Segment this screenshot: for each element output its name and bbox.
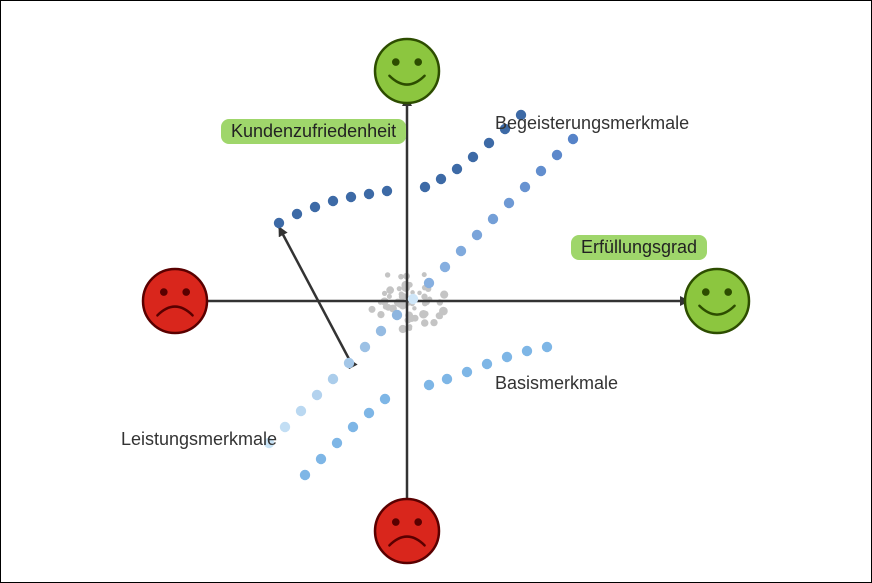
center-cloud-dot bbox=[401, 281, 409, 289]
center-cloud-dot bbox=[430, 319, 437, 326]
label-leistungsmerkmale: Leistungsmerkmale bbox=[121, 429, 277, 450]
diagram-svg bbox=[1, 1, 872, 583]
delight-curve-dot bbox=[468, 152, 478, 162]
performance-curve-dot bbox=[296, 406, 306, 416]
center-cloud-dot bbox=[387, 294, 392, 299]
performance-curve-dot bbox=[376, 326, 386, 336]
center-cloud-dot bbox=[421, 319, 428, 326]
basic-curve-dot bbox=[364, 408, 374, 418]
basic-curve-dot bbox=[482, 359, 492, 369]
performance-curve-dot bbox=[520, 182, 530, 192]
center-cloud-dot bbox=[422, 272, 427, 277]
performance-curve-dot bbox=[440, 262, 450, 272]
center-cloud-dot bbox=[386, 286, 394, 294]
delight-curve-dot bbox=[420, 182, 430, 192]
center-cloud-dot bbox=[438, 314, 443, 319]
performance-curve-dot bbox=[424, 278, 434, 288]
center-cloud-dot bbox=[385, 304, 392, 311]
delight-curve-dot bbox=[328, 196, 338, 206]
delight-curve-dot bbox=[382, 186, 392, 196]
delight-curve-dot bbox=[364, 189, 374, 199]
performance-curve-dot bbox=[488, 214, 498, 224]
center-cloud-dot bbox=[369, 306, 376, 313]
center-cloud-dot bbox=[377, 311, 384, 318]
center-cloud-dot bbox=[440, 291, 448, 299]
kano-diagram: { "diagram": { "type": "infographic", "d… bbox=[0, 0, 872, 583]
delight-curve-dot bbox=[274, 218, 284, 228]
center-cloud-dot bbox=[422, 311, 428, 317]
basic-curve-dot bbox=[300, 470, 310, 480]
center-cloud-dot bbox=[398, 274, 404, 280]
performance-curve-dot bbox=[536, 166, 546, 176]
sad-face-left bbox=[143, 269, 207, 333]
delight-curve-dot bbox=[310, 202, 320, 212]
center-cloud-dot bbox=[385, 272, 390, 277]
basic-curve-dot bbox=[348, 422, 358, 432]
center-cloud-dot bbox=[417, 291, 422, 296]
delight-curve-dot bbox=[452, 164, 462, 174]
label-erfuellungsgrad: Erfüllungsgrad bbox=[571, 235, 707, 260]
happy-face-right bbox=[685, 269, 749, 333]
performance-curve-dot bbox=[456, 246, 466, 256]
performance-curve-dot bbox=[280, 422, 290, 432]
label-basismerkmale: Basismerkmale bbox=[495, 373, 618, 394]
delight-curve-dot bbox=[346, 192, 356, 202]
performance-curve-dot bbox=[392, 310, 402, 320]
performance-curve-dot bbox=[328, 374, 338, 384]
happy-face-top bbox=[375, 39, 439, 103]
basic-curve-dot bbox=[502, 352, 512, 362]
sad-face-bottom bbox=[375, 499, 439, 563]
performance-curve-dot bbox=[344, 358, 354, 368]
label-kundenzufriedenheit: Kundenzufriedenheit bbox=[221, 119, 406, 144]
performance-curve-dot bbox=[472, 230, 482, 240]
center-cloud-dot bbox=[382, 291, 387, 296]
delight-curve-dot bbox=[292, 209, 302, 219]
basic-curve-dot bbox=[316, 454, 326, 464]
center-cloud-dot bbox=[412, 306, 416, 310]
performance-curve-dot bbox=[504, 198, 514, 208]
basic-curve-dot bbox=[332, 438, 342, 448]
delight-curve-dot bbox=[484, 138, 494, 148]
performance-curve-dot bbox=[408, 294, 418, 304]
center-cloud-dot bbox=[397, 286, 402, 291]
basic-curve-dot bbox=[424, 380, 434, 390]
basic-curve-dot bbox=[522, 346, 532, 356]
center-cloud-dot bbox=[399, 325, 407, 333]
performance-curve-dot bbox=[552, 150, 562, 160]
basic-curve-dot bbox=[380, 394, 390, 404]
performance-arrow bbox=[279, 227, 349, 359]
basic-curve-dot bbox=[462, 367, 472, 377]
performance-curve-dot bbox=[312, 390, 322, 400]
performance-curve-dot bbox=[568, 134, 578, 144]
center-cloud-dot bbox=[399, 294, 405, 300]
performance-curve-dot bbox=[360, 342, 370, 352]
label-begeisterungsmerkmale: Begeisterungsmerkmale bbox=[495, 113, 689, 134]
basic-curve-dot bbox=[442, 374, 452, 384]
basic-curve-dot bbox=[542, 342, 552, 352]
delight-curve-dot bbox=[436, 174, 446, 184]
